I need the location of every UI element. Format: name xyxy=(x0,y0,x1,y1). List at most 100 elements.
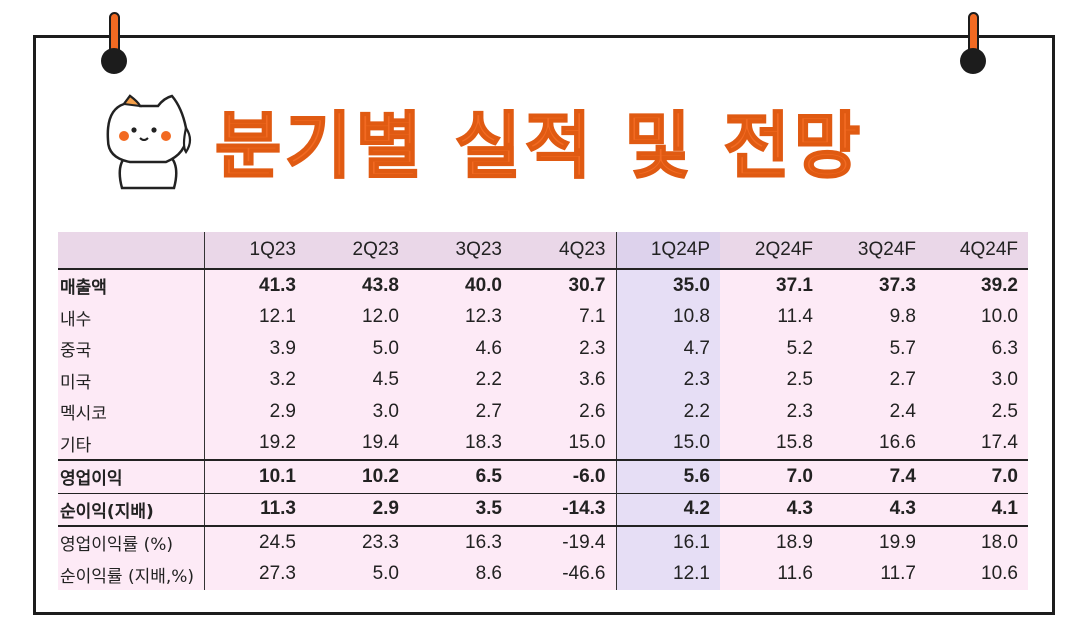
table-row: 미국 3.2 4.5 2.2 3.6 2.3 2.5 2.7 3.0 xyxy=(58,364,1028,396)
cell: 3.0 xyxy=(926,364,1028,396)
cell: 19.9 xyxy=(823,525,926,559)
row-label: 순이익률 (지배,%) xyxy=(58,558,205,590)
cell: 11.7 xyxy=(823,558,926,590)
cell: 10.2 xyxy=(306,459,409,493)
col-header: 3Q23 xyxy=(409,232,512,270)
cell: 16.1 xyxy=(616,525,720,559)
col-header: 1Q24P xyxy=(616,232,720,270)
cell: 11.3 xyxy=(204,492,306,526)
table-row: 영업이익 10.1 10.2 6.5 -6.0 5.6 7.0 7.4 7.0 xyxy=(58,459,1028,493)
cell: 5.6 xyxy=(616,459,720,493)
cell: 12.1 xyxy=(204,301,306,333)
cell: 12.0 xyxy=(306,301,409,333)
row-label: 순이익(지배) xyxy=(58,492,205,526)
cell: 7.1 xyxy=(512,301,617,333)
cell: 7.0 xyxy=(926,459,1028,493)
cell: 6.5 xyxy=(409,459,512,493)
cell: 2.7 xyxy=(409,396,512,428)
table-row: 멕시코 2.9 3.0 2.7 2.6 2.2 2.3 2.4 2.5 xyxy=(58,396,1028,428)
table-row: 매출액 41.3 43.8 40.0 30.7 35.0 37.1 37.3 3… xyxy=(58,268,1028,302)
cell: 4.2 xyxy=(616,492,720,526)
cell: 19.2 xyxy=(204,427,306,460)
table-row: 중국 3.9 5.0 4.6 2.3 4.7 5.2 5.7 6.3 xyxy=(58,333,1028,365)
cell: 11.4 xyxy=(720,301,823,333)
cell: 40.0 xyxy=(409,268,512,302)
pushpin-icon xyxy=(99,12,129,74)
cell: 2.5 xyxy=(926,396,1028,428)
cell: 2.6 xyxy=(512,396,617,428)
cell: 37.3 xyxy=(823,268,926,302)
cell: 18.3 xyxy=(409,427,512,460)
cell: -6.0 xyxy=(512,459,617,493)
col-header: 2Q24F xyxy=(720,232,823,270)
cell: 4.6 xyxy=(409,333,512,365)
row-label: 영업이익률 (%) xyxy=(58,525,205,559)
cell: 3.0 xyxy=(306,396,409,428)
cell: 4.5 xyxy=(306,364,409,396)
cell: 10.1 xyxy=(204,459,306,493)
cell: 4.1 xyxy=(926,492,1028,526)
row-label: 멕시코 xyxy=(58,396,205,428)
cell: 23.3 xyxy=(306,525,409,559)
cell: 5.7 xyxy=(823,333,926,365)
table-row: 기타 19.2 19.4 18.3 15.0 15.0 15.8 16.6 17… xyxy=(58,427,1028,460)
cell: 16.3 xyxy=(409,525,512,559)
table-row: 순이익(지배) 11.3 2.9 3.5 -14.3 4.2 4.3 4.3 4… xyxy=(58,492,1028,526)
cell: 4.3 xyxy=(720,492,823,526)
pushpin-icon xyxy=(958,12,988,74)
cell: 2.2 xyxy=(409,364,512,396)
col-header: 4Q24F xyxy=(926,232,1028,270)
cell: 10.6 xyxy=(926,558,1028,590)
table-row: 순이익률 (지배,%) 27.3 5.0 8.6 -46.6 12.1 11.6… xyxy=(58,558,1028,590)
cell: 39.2 xyxy=(926,268,1028,302)
cell: 8.6 xyxy=(409,558,512,590)
cell: 16.6 xyxy=(823,427,926,460)
cell: 2.5 xyxy=(720,364,823,396)
cell: 12.3 xyxy=(409,301,512,333)
cell: 2.9 xyxy=(306,492,409,526)
col-header: 4Q23 xyxy=(512,232,617,270)
results-table: 1Q23 2Q23 3Q23 4Q23 1Q24P 2Q24F 3Q24F 4Q… xyxy=(58,232,1028,590)
cell: 7.4 xyxy=(823,459,926,493)
cell: 2.9 xyxy=(204,396,306,428)
cell: 12.1 xyxy=(616,558,720,590)
row-label: 중국 xyxy=(58,333,205,365)
cell: 5.0 xyxy=(306,333,409,365)
cell: 11.6 xyxy=(720,558,823,590)
cell: 6.3 xyxy=(926,333,1028,365)
page-title: 분기별 실적 및 전망 xyxy=(214,103,865,189)
col-header: 3Q24F xyxy=(823,232,926,270)
table-row: 내수 12.1 12.0 12.3 7.1 10.8 11.4 9.8 10.0 xyxy=(58,301,1028,333)
cell: 7.0 xyxy=(720,459,823,493)
cell: 27.3 xyxy=(204,558,306,590)
table-header-row: 1Q23 2Q23 3Q23 4Q23 1Q24P 2Q24F 3Q24F 4Q… xyxy=(58,232,1028,270)
cell: 41.3 xyxy=(204,268,306,302)
cell: 2.3 xyxy=(512,333,617,365)
cell: 15.0 xyxy=(512,427,617,460)
cell: 2.3 xyxy=(616,364,720,396)
col-header: 1Q23 xyxy=(204,232,306,270)
cell: 3.9 xyxy=(204,333,306,365)
col-header: 2Q23 xyxy=(306,232,409,270)
cell: -14.3 xyxy=(512,492,617,526)
cell: 10.8 xyxy=(616,301,720,333)
cell: -19.4 xyxy=(512,525,617,559)
cell: 2.7 xyxy=(823,364,926,396)
cell: 5.0 xyxy=(306,558,409,590)
cell: 24.5 xyxy=(204,525,306,559)
results-table-wrapper: 1Q23 2Q23 3Q23 4Q23 1Q24P 2Q24F 3Q24F 4Q… xyxy=(58,232,1028,592)
cell: 4.7 xyxy=(616,333,720,365)
cell: 18.0 xyxy=(926,525,1028,559)
cell: 2.4 xyxy=(823,396,926,428)
row-label: 미국 xyxy=(58,364,205,396)
cell: 10.0 xyxy=(926,301,1028,333)
cell: 19.4 xyxy=(306,427,409,460)
cell: -46.6 xyxy=(512,558,617,590)
table-row: 영업이익률 (%) 24.5 23.3 16.3 -19.4 16.1 18.9… xyxy=(58,525,1028,559)
row-label: 매출액 xyxy=(58,268,205,302)
cell: 17.4 xyxy=(926,427,1028,460)
cell: 35.0 xyxy=(616,268,720,302)
row-label: 기타 xyxy=(58,427,205,460)
cell: 3.2 xyxy=(204,364,306,396)
cell: 43.8 xyxy=(306,268,409,302)
